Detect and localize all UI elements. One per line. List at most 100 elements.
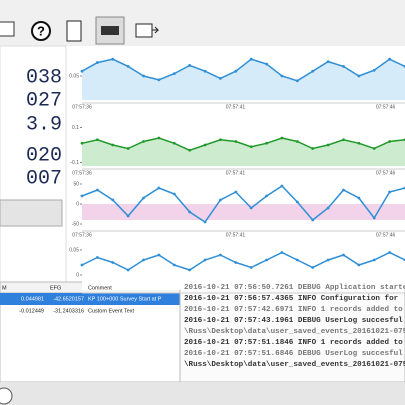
y-tick-label: 0.05 bbox=[69, 73, 79, 79]
line bbox=[81, 58, 405, 82]
point bbox=[142, 196, 145, 200]
point bbox=[142, 74, 145, 78]
point bbox=[342, 188, 345, 192]
point bbox=[342, 65, 345, 68]
point bbox=[342, 253, 345, 257]
point bbox=[111, 143, 115, 147]
export-arrow bbox=[152, 26, 160, 34]
point bbox=[388, 57, 392, 61]
point bbox=[265, 62, 268, 66]
y-tick-label: 50 bbox=[73, 181, 79, 187]
toolbar bbox=[0, 0, 405, 46]
point bbox=[126, 268, 130, 272]
readout-value: 007 bbox=[26, 167, 62, 190]
point bbox=[372, 68, 376, 72]
point bbox=[95, 188, 99, 192]
x-tick-label: 07:57:46 bbox=[376, 232, 396, 238]
point bbox=[219, 253, 222, 257]
point bbox=[80, 141, 84, 145]
point bbox=[326, 206, 330, 210]
status-button[interactable] bbox=[0, 387, 13, 405]
point bbox=[372, 147, 376, 150]
point bbox=[157, 78, 161, 82]
band bbox=[82, 204, 405, 220]
point bbox=[265, 258, 268, 262]
point bbox=[357, 74, 361, 78]
x-tick-label: 07:57:41 bbox=[226, 104, 246, 110]
point bbox=[219, 138, 222, 142]
point bbox=[188, 268, 192, 272]
point bbox=[188, 148, 192, 152]
point bbox=[234, 190, 238, 194]
y-tick-label: -50 bbox=[72, 221, 79, 227]
log-line: 2016-10-21 07:57:43.1961 DEBUG UserLog s… bbox=[184, 317, 403, 325]
readout-value: 020 bbox=[26, 144, 62, 167]
column-header: Comment bbox=[88, 285, 112, 291]
point bbox=[280, 136, 284, 140]
x-tick-label: 07:57:41 bbox=[226, 232, 246, 238]
input-field[interactable] bbox=[0, 199, 63, 227]
x-tick-label: 07:57:36 bbox=[72, 232, 92, 238]
point bbox=[111, 57, 115, 61]
table-cell: Custom Event Text bbox=[88, 308, 135, 314]
point bbox=[372, 216, 376, 220]
point bbox=[388, 140, 392, 143]
y-tick-label: 0 bbox=[76, 201, 79, 207]
point bbox=[295, 79, 299, 83]
area bbox=[82, 138, 405, 166]
point bbox=[295, 258, 299, 262]
point bbox=[357, 196, 361, 200]
point bbox=[357, 263, 361, 267]
point bbox=[265, 141, 268, 145]
point bbox=[311, 69, 315, 73]
point bbox=[157, 136, 161, 140]
selected-row[interactable] bbox=[0, 293, 180, 305]
point bbox=[280, 74, 284, 78]
point bbox=[203, 220, 207, 224]
log-line: \Russ\Desktop\data\user_saved_events_201… bbox=[184, 361, 405, 369]
point bbox=[388, 251, 392, 254]
x-tick-label: 07:57:36 bbox=[72, 170, 92, 176]
export-button[interactable] bbox=[135, 23, 153, 38]
point bbox=[234, 261, 238, 264]
line bbox=[81, 137, 405, 152]
area bbox=[82, 59, 405, 100]
selected-icon bbox=[101, 26, 119, 35]
line bbox=[81, 251, 405, 271]
point bbox=[357, 141, 361, 145]
selected-button[interactable] bbox=[95, 16, 125, 45]
x-tick-label: 07:57:41 bbox=[226, 170, 246, 176]
point bbox=[80, 69, 84, 73]
point bbox=[234, 69, 238, 73]
point bbox=[295, 200, 299, 204]
table-cell: -31.2403316 bbox=[53, 308, 84, 314]
log-line: \Russ\Desktop\data\user_saved_events_201… bbox=[184, 328, 405, 336]
point bbox=[326, 143, 330, 147]
log-line: 2016-10-21 07:56:57.4365 INFO Configurat… bbox=[184, 295, 399, 303]
table-cell: -42.6520157 bbox=[53, 296, 84, 302]
clipboard-button[interactable] bbox=[66, 20, 82, 42]
point bbox=[188, 64, 192, 67]
point bbox=[95, 256, 99, 259]
point bbox=[311, 147, 315, 150]
point bbox=[311, 218, 315, 222]
readout-value: 027 bbox=[26, 89, 62, 112]
table-cell: KP 100+000 Survey Start at P bbox=[88, 296, 162, 302]
area bbox=[82, 252, 405, 290]
point bbox=[142, 258, 145, 262]
log-line: 2016-10-21 07:56:50.7261 DEBUG Applicati… bbox=[184, 284, 405, 292]
point bbox=[388, 190, 392, 194]
point bbox=[111, 261, 115, 264]
point bbox=[342, 138, 345, 142]
keyboard-button[interactable] bbox=[0, 21, 15, 37]
point bbox=[172, 72, 176, 75]
point bbox=[249, 206, 253, 210]
point bbox=[219, 198, 222, 202]
log-line: 2016-10-21 07:57:42.6971 INFO 1 records … bbox=[184, 306, 403, 314]
table-cell: 0.044981 bbox=[21, 296, 44, 302]
line bbox=[81, 185, 405, 224]
help-button[interactable] bbox=[31, 21, 51, 41]
